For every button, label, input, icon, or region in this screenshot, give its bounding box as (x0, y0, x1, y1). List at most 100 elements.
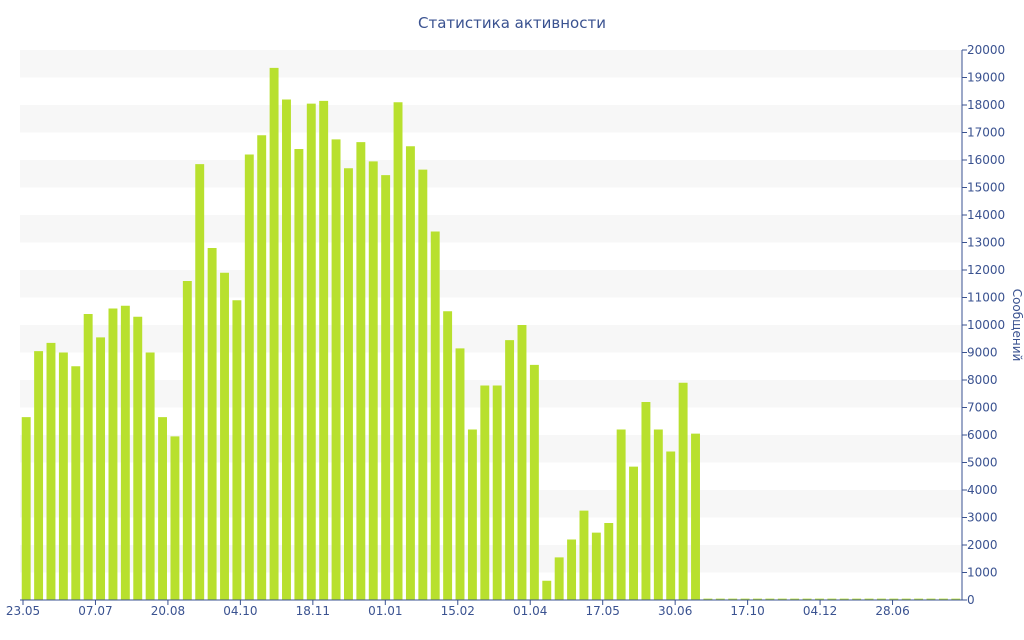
grid-band (20, 105, 962, 133)
bar (542, 580, 552, 600)
bar (889, 598, 899, 601)
bar (492, 385, 502, 600)
bar (319, 100, 329, 601)
bar (604, 523, 614, 600)
bar (182, 281, 192, 600)
bar (443, 311, 453, 600)
bar (728, 598, 738, 601)
y-tick-label: 16000 (967, 153, 1005, 167)
y-tick-label: 5000 (967, 456, 998, 470)
y-tick-label: 2000 (967, 538, 998, 552)
bar (405, 146, 415, 600)
bar (765, 598, 775, 601)
grid-band (20, 50, 962, 78)
bar (691, 433, 700, 601)
y-tick-label: 9000 (967, 346, 998, 360)
bar (46, 342, 56, 601)
bar (244, 154, 254, 600)
bar (653, 429, 663, 600)
bar (294, 149, 304, 600)
bar (368, 161, 378, 601)
bar (282, 99, 291, 600)
x-tick-label: 15.02 (441, 604, 475, 618)
x-axis: 23.05 07.07 20.08 04.10 18.11 01.01 15.02 01.04… (6, 599, 962, 618)
y-tick-label: 6000 (967, 428, 998, 442)
bar (331, 139, 341, 601)
bar (641, 402, 651, 600)
bar (418, 169, 428, 601)
bar (356, 142, 366, 601)
bar (864, 598, 874, 601)
bar (517, 325, 527, 600)
y-tick-label: 11000 (967, 291, 1005, 305)
x-tick-label: 01.01 (368, 604, 402, 618)
bar (567, 539, 577, 600)
bar (914, 598, 924, 601)
bar (938, 598, 948, 601)
grid-band (20, 160, 962, 188)
bar (629, 466, 638, 601)
grid-band (20, 215, 962, 243)
bar (616, 429, 626, 600)
x-tick-label: 20.08 (151, 604, 185, 618)
bar (269, 67, 279, 601)
x-tick-label: 23.05 (6, 604, 40, 618)
bar (71, 366, 81, 600)
y-axis-label: Сообщений (1010, 289, 1024, 362)
bar (133, 316, 143, 600)
bar (591, 532, 601, 601)
y-tick-label: 18000 (967, 98, 1005, 112)
bar (951, 598, 961, 601)
bar (344, 168, 353, 600)
x-tick-label: 17.10 (730, 604, 764, 618)
grid-band (20, 380, 962, 408)
bar (579, 510, 589, 601)
bar (926, 598, 936, 601)
bar (876, 598, 886, 601)
bar (96, 337, 106, 601)
bar (802, 598, 812, 601)
bar (108, 308, 118, 600)
y-tick-label: 17000 (967, 126, 1005, 140)
bar (753, 598, 762, 601)
y-axis: 0 1000 2000 3000 4000 5000 6000 7000 8000 9000 100… (961, 43, 1005, 607)
bar (777, 598, 787, 601)
y-tick-label: 10000 (967, 318, 1005, 332)
bar (158, 417, 167, 601)
bar (839, 598, 849, 601)
bar (21, 417, 31, 601)
bar (83, 314, 93, 600)
chart-title: Статистика активности (418, 14, 606, 32)
bar (740, 598, 750, 601)
grid-band (20, 325, 962, 353)
bar (257, 135, 267, 600)
bar (120, 305, 130, 600)
bar (678, 382, 688, 600)
bar (467, 429, 477, 600)
x-tick-label: 04.10 (223, 604, 257, 618)
y-tick-label: 13000 (967, 236, 1005, 250)
bar (393, 102, 403, 600)
bar (34, 351, 44, 601)
bar (529, 364, 539, 601)
bar (852, 598, 862, 601)
bar (220, 272, 229, 600)
bar (827, 598, 837, 601)
y-tick-label: 19000 (967, 71, 1005, 85)
y-tick-label: 14000 (967, 208, 1005, 222)
bar (145, 352, 155, 600)
bar (195, 164, 205, 601)
bar (480, 385, 490, 600)
bar (381, 175, 391, 601)
bar (715, 598, 725, 601)
bar (58, 352, 68, 600)
bar (554, 557, 564, 601)
bar (430, 231, 440, 600)
grid-band (20, 270, 962, 298)
bar (901, 598, 911, 601)
bar-series (21, 67, 961, 601)
y-tick-label: 0 (967, 593, 975, 607)
y-tick-label: 20000 (967, 43, 1005, 57)
bar (815, 598, 824, 601)
